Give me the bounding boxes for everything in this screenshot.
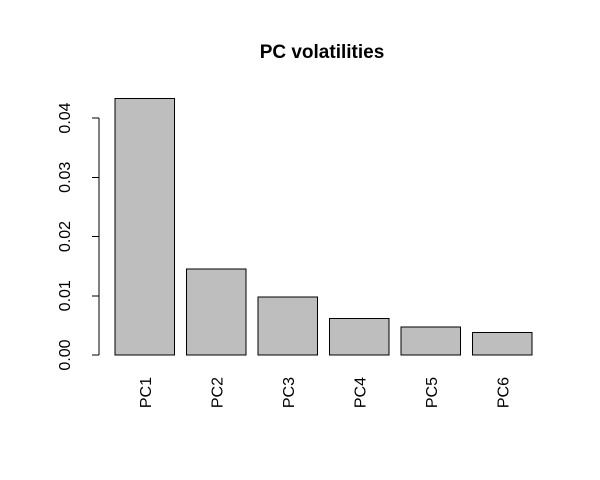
bar-pc3 — [257, 296, 318, 356]
bar-pc4 — [329, 317, 390, 356]
x-tick-label-pc1: PC1 — [138, 377, 155, 408]
y-tick-label: 0.00 — [57, 339, 74, 370]
x-tick-label-pc6: PC6 — [495, 377, 512, 408]
y-tick-label: 0.03 — [57, 162, 74, 193]
x-tick-label-pc4: PC4 — [352, 377, 369, 408]
bar-pc2 — [186, 268, 247, 356]
bar-pc5 — [400, 326, 461, 356]
x-axis-labels: PC1 PC2 PC3 PC4 PC5 PC6 — [138, 377, 513, 408]
bar-pc1 — [114, 97, 175, 356]
y-tick-label: 0.02 — [57, 221, 74, 252]
y-axis: 0.00 0.01 0.02 0.03 0.04 — [57, 102, 100, 371]
x-tick-label-pc5: PC5 — [424, 377, 441, 408]
chart-title: PC volatilities — [260, 42, 385, 63]
bar-group — [114, 97, 533, 356]
y-tick-label: 0.04 — [57, 102, 74, 133]
y-tick-label: 0.01 — [57, 280, 74, 311]
x-tick-label-pc2: PC2 — [209, 377, 226, 408]
x-tick-label-pc3: PC3 — [281, 377, 298, 408]
bar-pc6 — [472, 331, 533, 356]
